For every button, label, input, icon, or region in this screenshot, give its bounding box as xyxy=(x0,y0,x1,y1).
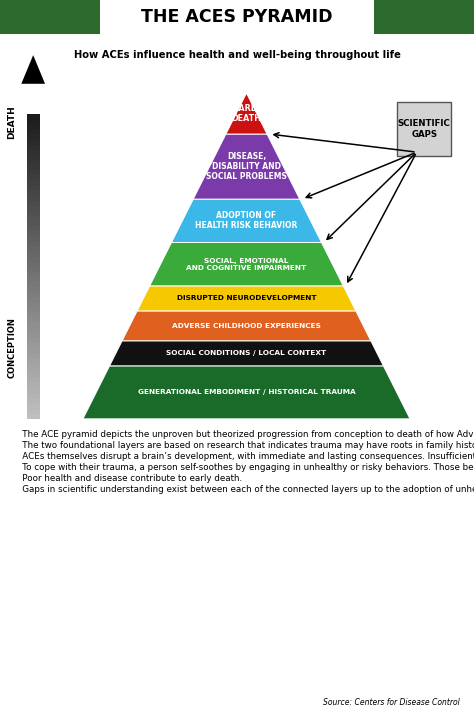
Bar xyxy=(27,382,40,388)
Polygon shape xyxy=(150,243,343,286)
Bar xyxy=(27,388,40,394)
Bar xyxy=(27,226,40,231)
Bar xyxy=(27,160,40,165)
Polygon shape xyxy=(172,199,321,243)
Bar xyxy=(27,205,40,211)
Bar xyxy=(100,0,374,34)
Bar xyxy=(27,175,40,180)
Bar xyxy=(27,211,40,216)
Polygon shape xyxy=(109,341,383,366)
Bar xyxy=(27,155,40,160)
Polygon shape xyxy=(83,366,410,419)
Text: SOCIAL CONDITIONS / LOCAL CONTEXT: SOCIAL CONDITIONS / LOCAL CONTEXT xyxy=(166,350,327,357)
Bar xyxy=(27,139,40,145)
Text: DISEASE,
DISABILITY AND
SOCIAL PROBLEMS: DISEASE, DISABILITY AND SOCIAL PROBLEMS xyxy=(206,152,287,181)
Text: THE ACES PYRAMID: THE ACES PYRAMID xyxy=(141,8,333,26)
FancyBboxPatch shape xyxy=(397,102,451,156)
Text: GENERATIONAL EMBODIMENT / HISTORICAL TRAUMA: GENERATIONAL EMBODIMENT / HISTORICAL TRA… xyxy=(137,390,356,395)
Polygon shape xyxy=(137,286,356,311)
Polygon shape xyxy=(193,134,300,199)
Bar xyxy=(27,114,40,120)
Bar xyxy=(27,221,40,226)
Bar xyxy=(27,185,40,190)
Bar xyxy=(0,0,474,34)
Bar xyxy=(27,145,40,150)
Bar xyxy=(27,372,40,378)
Bar xyxy=(27,326,40,333)
Bar xyxy=(27,276,40,282)
Bar xyxy=(27,367,40,373)
Bar xyxy=(27,246,40,251)
Bar xyxy=(27,403,40,409)
Polygon shape xyxy=(226,93,267,134)
Bar xyxy=(27,216,40,221)
Bar xyxy=(27,124,40,130)
Bar xyxy=(27,332,40,338)
Bar xyxy=(27,231,40,236)
Polygon shape xyxy=(122,311,371,341)
Bar xyxy=(27,195,40,200)
Bar xyxy=(27,413,40,419)
Bar xyxy=(27,286,40,292)
Bar xyxy=(27,271,40,277)
Text: SOCIAL, EMOTIONAL
AND COGNITIVE IMPAIRMENT: SOCIAL, EMOTIONAL AND COGNITIVE IMPAIRME… xyxy=(186,258,307,271)
Bar xyxy=(27,134,40,140)
Bar xyxy=(27,180,40,185)
Bar xyxy=(27,321,40,328)
Bar xyxy=(27,301,40,307)
Bar xyxy=(27,306,40,312)
Bar xyxy=(27,398,40,404)
Bar xyxy=(27,281,40,287)
Bar xyxy=(27,342,40,348)
Text: SCIENTIFIC
GAPS: SCIENTIFIC GAPS xyxy=(398,119,451,139)
Text: ADOPTION OF
HEALTH RISK BEHAVIOR: ADOPTION OF HEALTH RISK BEHAVIOR xyxy=(195,211,298,231)
Bar xyxy=(27,377,40,383)
Bar xyxy=(27,119,40,125)
Text: DEATH: DEATH xyxy=(8,105,16,139)
Bar xyxy=(27,347,40,353)
Bar xyxy=(27,296,40,302)
Bar xyxy=(27,393,40,399)
Bar xyxy=(27,170,40,175)
Text: EARLY
DEATH: EARLY DEATH xyxy=(231,104,262,123)
Bar xyxy=(27,129,40,135)
Text: ADVERSE CHILDHOOD EXPERIENCES: ADVERSE CHILDHOOD EXPERIENCES xyxy=(172,323,321,329)
Bar xyxy=(27,150,40,155)
Text: DISRUPTED NEURODEVELOPMENT: DISRUPTED NEURODEVELOPMENT xyxy=(177,296,316,301)
Bar xyxy=(27,251,40,256)
Polygon shape xyxy=(21,55,45,84)
Bar xyxy=(27,241,40,246)
Bar xyxy=(27,200,40,206)
Bar xyxy=(27,190,40,195)
Bar xyxy=(27,316,40,322)
Text: How ACEs influence health and well-being throughout life: How ACEs influence health and well-being… xyxy=(73,50,401,60)
Bar xyxy=(27,266,40,272)
Bar xyxy=(27,357,40,363)
Bar xyxy=(27,256,40,261)
Bar xyxy=(27,352,40,358)
Bar xyxy=(27,236,40,241)
Text: CONCEPTION: CONCEPTION xyxy=(8,316,16,378)
Bar xyxy=(27,337,40,343)
Bar xyxy=(27,311,40,317)
Bar xyxy=(27,165,40,170)
Text: The ACE pyramid depicts the unproven but theorized progression from conception t: The ACE pyramid depicts the unproven but… xyxy=(14,430,474,494)
Bar xyxy=(27,261,40,267)
Bar xyxy=(27,408,40,414)
Text: Source: Centers for Disease Control: Source: Centers for Disease Control xyxy=(323,698,460,707)
Bar xyxy=(27,291,40,297)
Bar xyxy=(27,362,40,368)
